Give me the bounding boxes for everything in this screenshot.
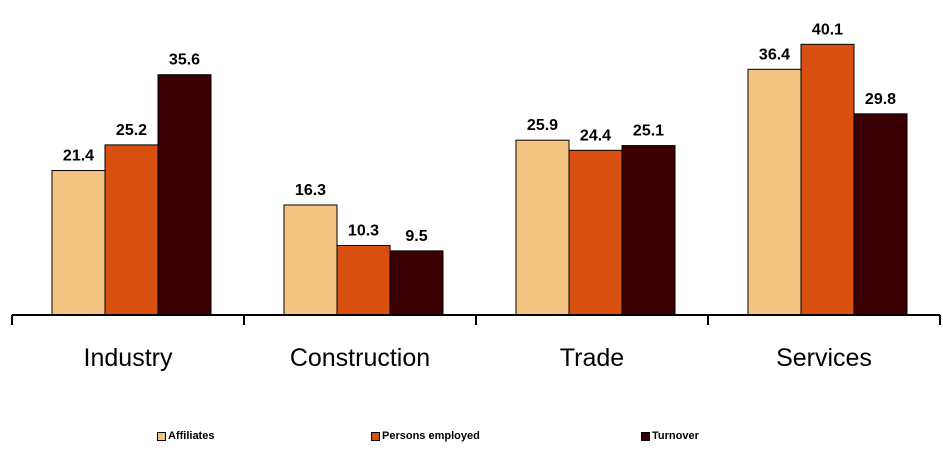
data-label: 35.6 [169, 52, 200, 69]
category-label-services: Services [776, 344, 872, 372]
data-label: 21.4 [63, 148, 94, 165]
legend-swatch-turnover [641, 431, 650, 441]
data-label: 10.3 [348, 222, 379, 239]
bar-persons-employed-trade [568, 149, 623, 316]
bar-persons-employed-services [800, 43, 855, 316]
legend-item-turnover: Turnover [641, 430, 699, 442]
data-label: 36.4 [759, 46, 790, 63]
legend-label-turnover: Turnover [652, 430, 699, 442]
bar-persons-employed-industry [104, 144, 159, 316]
data-label: 40.1 [812, 21, 843, 38]
bar-affiliates-services [747, 68, 802, 316]
bar-affiliates-industry [51, 170, 106, 316]
bar-turnover-industry [157, 74, 212, 316]
bar-affiliates-construction [283, 204, 338, 316]
category-label-trade: Trade [560, 344, 624, 372]
data-label: 25.1 [633, 123, 664, 140]
bar-affiliates-trade [515, 139, 570, 316]
legend-label-persons-employed: Persons employed [382, 430, 480, 442]
data-label: 25.9 [527, 117, 558, 134]
data-label: 16.3 [295, 182, 326, 199]
bar-turnover-trade [621, 145, 676, 316]
data-label: 25.2 [116, 122, 147, 139]
legend: Affiliates Persons employed Turnover [0, 430, 943, 450]
legend-label-affiliates: Affiliates [168, 430, 215, 442]
legend-item-affiliates: Affiliates [157, 430, 214, 442]
bar-turnover-construction [389, 250, 444, 316]
legend-swatch-persons-employed [371, 431, 380, 441]
data-label: 24.4 [580, 127, 611, 144]
bar-turnover-services [853, 113, 908, 316]
category-label-industry: Industry [84, 344, 173, 372]
data-label: 29.8 [865, 91, 896, 108]
bar-chart-plot: 21.4 25.2 35.6 Industry 16.3 10.3 9.5 Construct… [11, 21, 941, 372]
legend-swatch-affiliates [157, 431, 166, 441]
legend-item-persons-employed: Persons employed [371, 430, 480, 442]
category-label-construction: Construction [290, 344, 430, 372]
bar-persons-employed-construction [336, 244, 391, 316]
data-label: 9.5 [405, 228, 427, 245]
